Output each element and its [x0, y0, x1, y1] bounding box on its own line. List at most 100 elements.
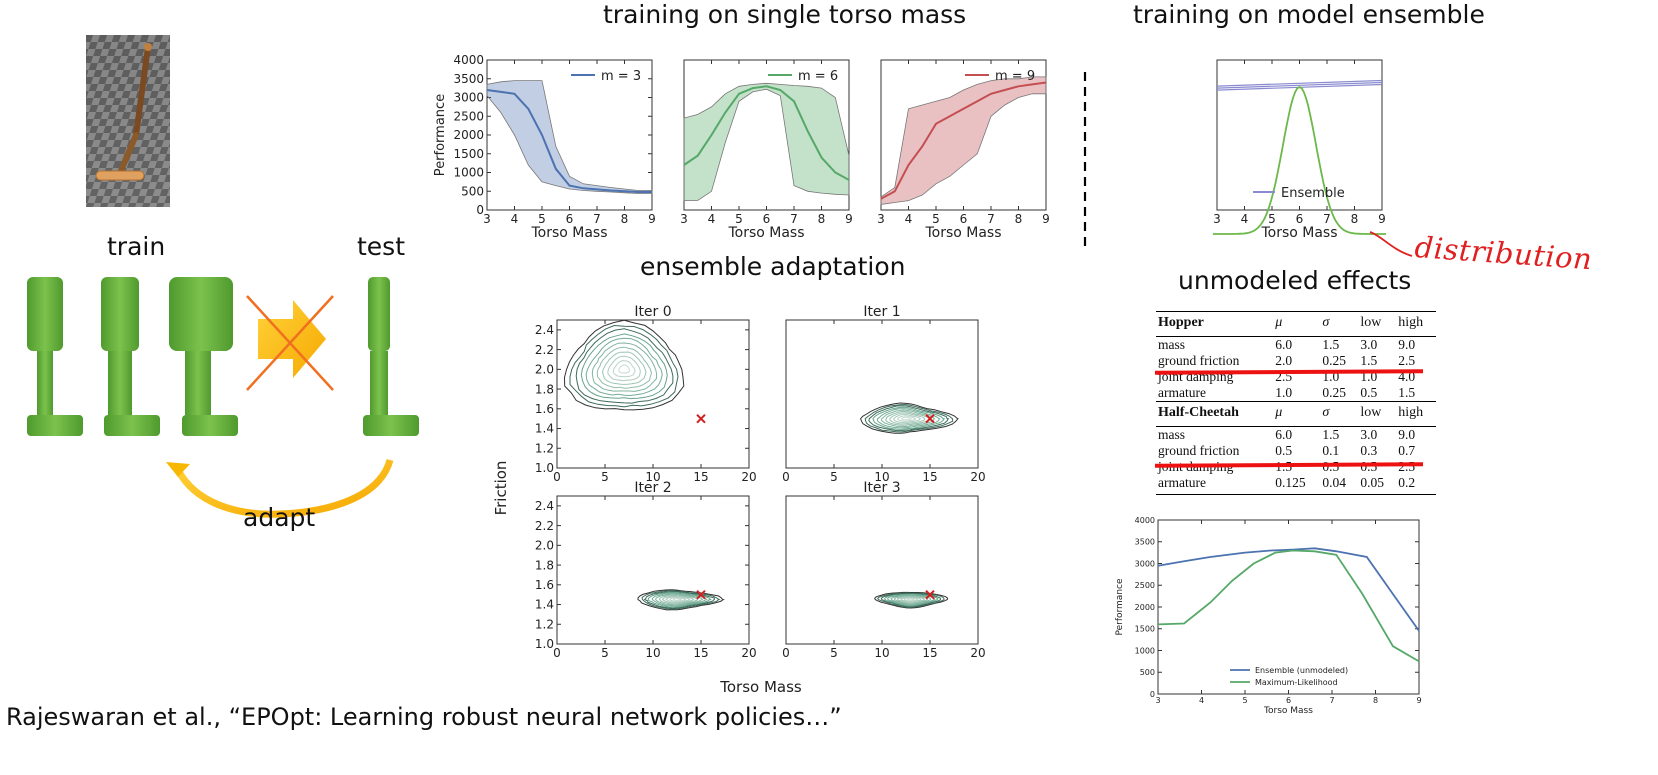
x-tick-label: 20 [970, 470, 985, 484]
x-tick-label: 6 [763, 212, 771, 226]
x-tick-label: 0 [782, 646, 790, 660]
contour-level [575, 328, 674, 404]
table-cell: 0.125 [1273, 475, 1321, 495]
x-tick-label: 3 [1213, 212, 1221, 226]
contour-level [903, 597, 919, 602]
x-tick-label: 20 [970, 646, 985, 660]
y-tick-label: 2.4 [535, 499, 554, 513]
table-cell: ground friction [1158, 353, 1240, 368]
table-cell: 0.5 [1320, 459, 1358, 475]
contour-level [892, 413, 922, 424]
series-line [1157, 547, 1420, 632]
x-tick-label: 5 [538, 212, 546, 226]
x-tick-label: 8 [1373, 696, 1378, 705]
x-tick-label: 4 [905, 212, 913, 226]
adapt-arrow-icon [174, 458, 394, 518]
crossed-arrow-icon [246, 295, 334, 391]
hopper-render-image [86, 35, 170, 207]
y-tick-label: 3000 [1135, 559, 1155, 568]
panel-title: Iter 2 [634, 480, 671, 496]
y-tick-label: 2500 [1135, 581, 1155, 590]
y-tick-label: 1.0 [535, 637, 554, 651]
y-tick-label: 2.4 [535, 323, 554, 337]
contour-level [665, 596, 691, 604]
chart-m6: 3 4 5 6 7 8 9 Torso Mass m = 6 [680, 59, 853, 241]
legend-label: m = 3 [601, 69, 641, 84]
y-tick-label: 500 [461, 184, 484, 198]
contour-level [596, 346, 653, 389]
x-tick-label: 9 [1378, 212, 1386, 226]
y-tick-label: 500 [1140, 668, 1155, 677]
contour-level [889, 412, 926, 425]
adapt-label: adapt [243, 503, 316, 532]
y-tick-label: 1.2 [535, 441, 554, 455]
y-tick-label: 0 [476, 203, 484, 217]
true-parameter-marker [696, 589, 706, 600]
distribution-curve [1212, 85, 1387, 235]
y-tick-label: 1.4 [535, 422, 554, 436]
contour-level [897, 415, 916, 422]
x-tick-label: 15 [693, 470, 708, 484]
table-header-row: Half-Cheetah μ σ low high [1156, 401, 1436, 427]
title-single-torso: training on single torso mass [603, 0, 967, 29]
contour-level [569, 324, 679, 408]
x-axis-label: Torso Mass [719, 678, 802, 696]
y-tick-label: 4000 [453, 53, 484, 67]
contour-level [643, 591, 715, 609]
x-tick-label: 6 [566, 212, 574, 226]
contour-level [900, 597, 922, 603]
x-tick-label: 10 [645, 470, 660, 484]
table-cell: armature [1158, 385, 1206, 400]
table-header-cell: μ [1273, 311, 1321, 337]
contour-level [655, 593, 704, 606]
ensemble-chart: 3 4 5 6 7 8 9 Torso Mass Ensemble [1212, 59, 1387, 241]
table-cell: 1.5 [1398, 385, 1416, 400]
contour-level [864, 404, 954, 433]
train-label: train [107, 232, 166, 261]
contour-level [860, 402, 959, 434]
hopper-test-icon [363, 277, 419, 436]
hopper-small-icon [27, 277, 83, 436]
table-cell: 2.5 [1398, 353, 1416, 368]
annotation-arrow [1369, 231, 1413, 257]
table-row: mass 6.0 1.5 3.0 9.0 [1156, 426, 1436, 443]
x-tick-label: 10 [645, 646, 660, 660]
panel-title: Iter 1 [863, 304, 900, 320]
y-tick-label: 2.0 [535, 363, 554, 377]
y-tick-label: 0 [1150, 690, 1155, 699]
table-cell: 2.0 [1275, 353, 1293, 368]
x-tick-label: 5 [601, 646, 609, 660]
true-parameter-marker [925, 589, 935, 600]
table-header-cell: high [1396, 401, 1436, 427]
y-tick-label: 3500 [453, 72, 484, 86]
x-tick-label: 5 [830, 470, 838, 484]
x-tick-label: 7 [790, 212, 798, 226]
y-tick-label: 3000 [453, 91, 484, 105]
axes-frame [785, 495, 979, 645]
table-header-cell: σ [1320, 401, 1359, 427]
y-tick-label: 1.0 [535, 461, 554, 475]
confidence-band [486, 80, 653, 194]
x-axis-label: Torso Mass [1260, 225, 1337, 241]
contour-level [601, 351, 647, 385]
y-tick-label: 1.8 [535, 558, 554, 572]
y-tick-label: 1500 [1135, 625, 1155, 634]
x-tick-label: 15 [693, 646, 708, 660]
table-cell: 0.04 [1320, 475, 1359, 495]
table-row: armature 0.125 0.04 0.05 0.2 [1156, 475, 1436, 495]
title-ensemble-adaptation: ensemble adaptation [640, 252, 906, 281]
y-tick-label: 2500 [453, 109, 484, 123]
legend-label: m = 6 [798, 69, 838, 84]
table-cell: 0.5 [1360, 385, 1378, 400]
x-tick-label: 8 [621, 212, 629, 226]
y-tick-label: 2000 [453, 128, 484, 142]
x-tick-label: 0 [782, 470, 790, 484]
table-cell: 9.0 [1396, 426, 1436, 443]
x-tick-label: 3 [877, 212, 885, 226]
ensemble-adaptation-contours: 0 5 10 15 20 1.0 1.2 1.4 1.6 1.8 2.0 2.2 2.4 Iter 0 0 5… [492, 304, 986, 696]
x-tick-label: 4 [1241, 212, 1249, 226]
contour-level [651, 592, 708, 607]
y-tick-label: 1500 [453, 147, 484, 161]
ensemble-line [1216, 79, 1383, 87]
x-tick-label: 3 [483, 212, 491, 226]
